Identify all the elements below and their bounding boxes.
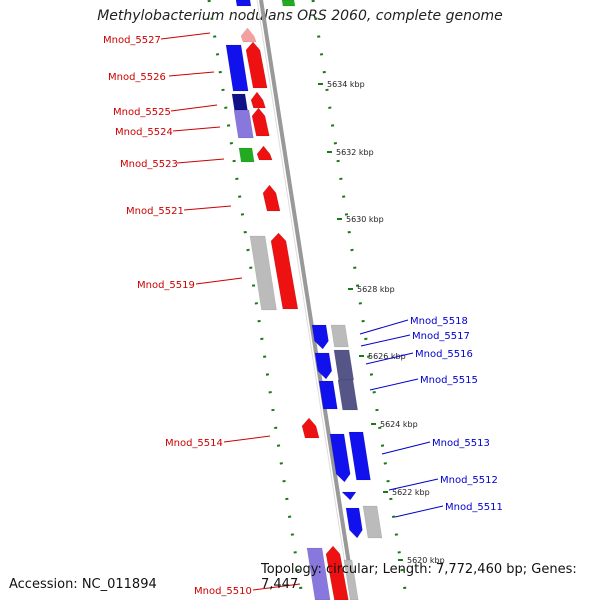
gene-arrow-reverse <box>281 0 296 7</box>
gene-label-reverse: Mnod_5512 <box>440 475 498 486</box>
gene-arrow-forward <box>262 184 281 212</box>
gene-leader-line <box>359 319 409 335</box>
gene-arrow-reverse <box>333 349 354 381</box>
scale-label: 5634 kbp <box>327 80 365 89</box>
gene-leader-line <box>170 104 218 112</box>
gene-leader-line <box>223 435 271 443</box>
topology-label: Topology: circular; Length: 7,772,460 bp… <box>261 562 577 592</box>
gene-leader-line <box>168 71 215 77</box>
gene-arrow-reverse <box>314 352 333 380</box>
gene-leader-line <box>172 126 221 132</box>
gene-label-forward: Mnod_5526 <box>108 72 166 83</box>
gene-label-forward: Mnod_5527 <box>103 35 161 46</box>
gene-arrow-forward <box>238 147 255 163</box>
gene-label-reverse: Mnod_5517 <box>412 331 470 342</box>
gene-leader-line <box>388 478 439 491</box>
gene-leader-line <box>183 205 232 211</box>
gene-arrow-reverse <box>235 0 252 7</box>
scale-label: 5624 kbp <box>380 420 418 429</box>
gene-arrow-forward <box>240 27 257 43</box>
gene-arrow-reverse <box>318 380 338 410</box>
gene-label-forward: Mnod_5525 <box>113 107 171 118</box>
gene-arrow-forward <box>249 235 277 311</box>
gene-arrow-forward <box>251 107 270 137</box>
map-title: Methylobacterium nodulans ORS 2060, comp… <box>97 8 503 24</box>
gene-label-reverse: Mnod_5516 <box>415 349 473 360</box>
scale-label: 5620 kbp <box>407 556 445 565</box>
scale-label: 5632 kbp <box>336 148 374 157</box>
gene-label-reverse: Mnod_5515 <box>420 375 478 386</box>
gene-arrow-forward <box>250 91 266 109</box>
gene-label-forward: Mnod_5510 <box>194 586 252 597</box>
gene-label-forward: Mnod_5519 <box>137 280 195 291</box>
gene-arrow-forward <box>306 547 331 600</box>
gene-label-reverse: Mnod_5511 <box>445 502 503 513</box>
gene-label-reverse: Mnod_5518 <box>410 316 468 327</box>
accession-label: Accession: NC_011894 <box>9 577 157 592</box>
gene-arrow-forward <box>325 545 349 600</box>
gene-leader-line <box>360 334 411 347</box>
gene-arrow-reverse <box>330 324 349 348</box>
gene-arrow-forward <box>225 44 249 92</box>
gene-arrow-reverse <box>341 491 357 501</box>
gene-label-forward: Mnod_5524 <box>115 127 173 138</box>
gene-leader-line <box>160 32 211 40</box>
gene-arrow-reverse <box>348 431 371 481</box>
gene-label-reverse: Mnod_5513 <box>432 438 490 449</box>
scale-label: 5622 kbp <box>392 488 430 497</box>
gene-arrow-forward <box>231 93 248 111</box>
gene-arrow-forward <box>256 145 273 161</box>
gene-leader-line <box>381 441 431 455</box>
gene-arrow-forward <box>245 41 268 89</box>
gene-arrow-reverse <box>337 379 358 411</box>
gene-leader-line <box>365 352 414 365</box>
gene-label-forward: Mnod_5521 <box>126 206 184 217</box>
gene-arrow-reverse <box>311 324 329 350</box>
gene-leader-line <box>195 277 243 285</box>
gene-leader-line <box>369 378 419 391</box>
gene-arrow-forward <box>270 232 299 310</box>
gene-leader-line <box>252 583 301 591</box>
gene-arrow-reverse <box>362 505 383 539</box>
gene-leader-line <box>176 158 225 164</box>
scale-label: 5628 kbp <box>357 285 395 294</box>
scale-label: 5626 kbp <box>368 352 406 361</box>
outer-dotted-ring <box>311 0 409 600</box>
backbone-line <box>259 0 357 600</box>
gene-arrow-reverse <box>345 507 363 539</box>
backbone-edge <box>256 0 352 600</box>
gene-arrow-forward <box>301 417 320 439</box>
gene-arrow-forward <box>343 559 359 600</box>
gene-leader-line <box>394 505 444 518</box>
ring-band <box>256 0 357 600</box>
gene-arrow-reverse <box>329 433 351 483</box>
gene-label-forward: Mnod_5523 <box>120 159 178 170</box>
gene-arrow-forward <box>233 109 254 139</box>
gene-label-forward: Mnod_5514 <box>165 438 223 449</box>
scale-label: 5630 kbp <box>346 215 384 224</box>
